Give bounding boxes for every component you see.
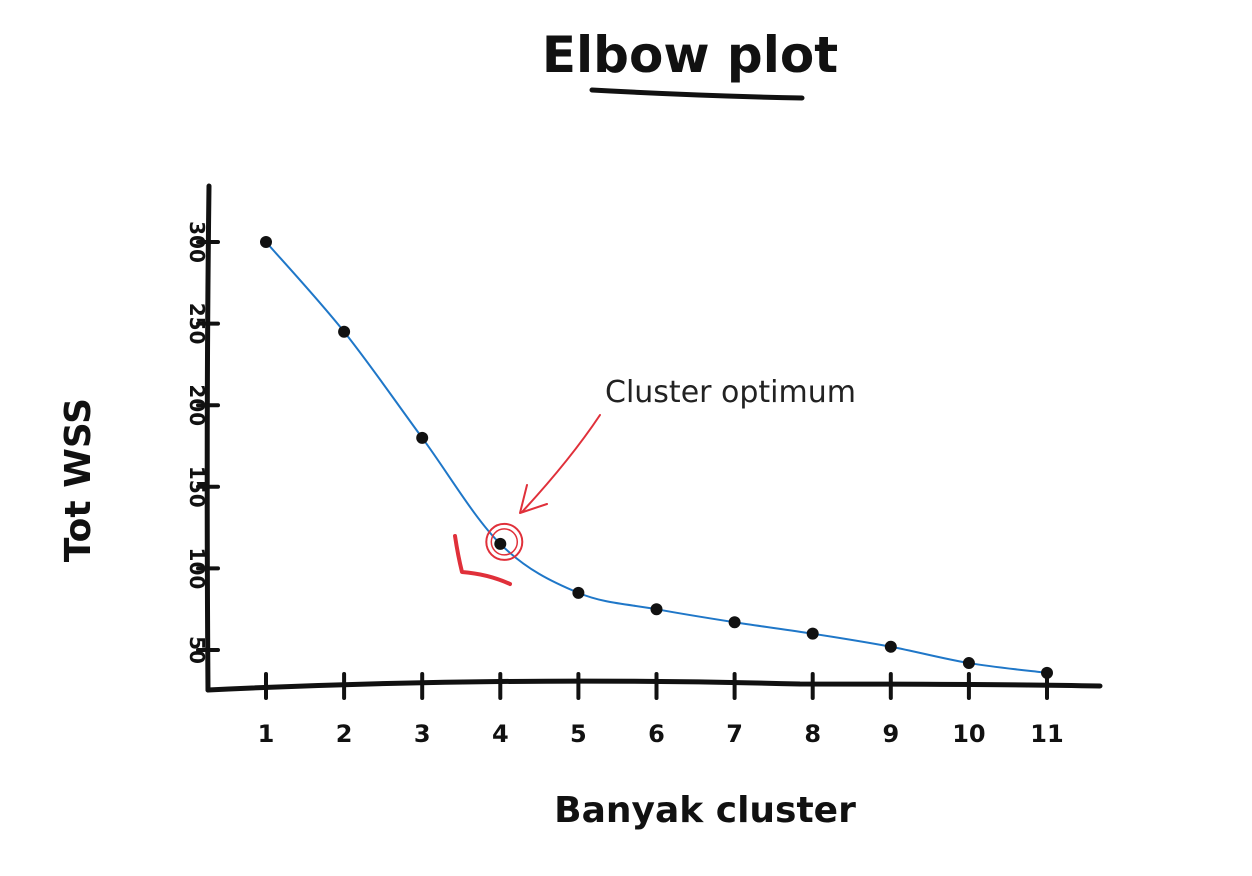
- series-line-0: [265, 241, 1048, 674]
- y-axis-line: [204, 183, 212, 693]
- y-tick-label-250: 250: [185, 303, 209, 345]
- data-point-9: [884, 640, 897, 653]
- x-tick-label-9: 9: [882, 720, 899, 748]
- data-point-4: [494, 537, 507, 550]
- x-tick-label-6: 6: [648, 720, 665, 748]
- annotation-group: Cluster optimum: [453, 375, 856, 586]
- x-axis-line: [205, 678, 1103, 693]
- chart-title: Elbow plot: [542, 26, 838, 84]
- x-tick-label-7: 7: [726, 720, 743, 748]
- optimum-highlight-inner-circle: [490, 528, 519, 556]
- x-axis-title: Banyak cluster: [554, 790, 856, 831]
- x-tick-label-2: 2: [336, 720, 353, 748]
- series-group: [260, 236, 1053, 679]
- y-tick-label-300: 300: [185, 221, 209, 263]
- y-tick-label-100: 100: [185, 548, 209, 590]
- data-point-5: [572, 586, 585, 599]
- x-tick-label-10: 10: [952, 720, 985, 748]
- annotation-arrow-head: [519, 484, 548, 514]
- x-tick-label-3: 3: [414, 720, 431, 748]
- data-point-8: [806, 627, 819, 640]
- elbow-check-mark: [453, 534, 512, 586]
- title-underline: [589, 87, 805, 101]
- data-point-10: [962, 657, 975, 670]
- y-axis-title: Tot WSS: [58, 398, 99, 562]
- y-ticks-group: 50 100 150 200 250 300: [185, 221, 220, 664]
- optimum-highlight-circle: [485, 522, 524, 561]
- x-tick-label-8: 8: [804, 720, 821, 748]
- y-tick-label-50: 50: [185, 636, 209, 664]
- x-tick-label-1: 1: [258, 720, 275, 748]
- x-tick-label-5: 5: [570, 720, 587, 748]
- x-tick-label-11: 11: [1030, 720, 1063, 748]
- data-point-7: [728, 616, 741, 629]
- data-point-2: [338, 325, 351, 338]
- x-ticks-group: 1 2 3 4 5 6 7 8 9 10 11: [258, 672, 1064, 748]
- data-point-3: [416, 431, 429, 444]
- annotation-arrow-shaft: [521, 414, 601, 513]
- data-point-11: [1041, 666, 1053, 679]
- data-point-1: [260, 236, 272, 248]
- data-point-6: [650, 603, 663, 616]
- y-tick-label-200: 200: [185, 384, 209, 426]
- y-tick-label-150: 150: [185, 466, 209, 508]
- annotation-label: Cluster optimum: [605, 375, 856, 410]
- x-tick-label-4: 4: [492, 720, 509, 748]
